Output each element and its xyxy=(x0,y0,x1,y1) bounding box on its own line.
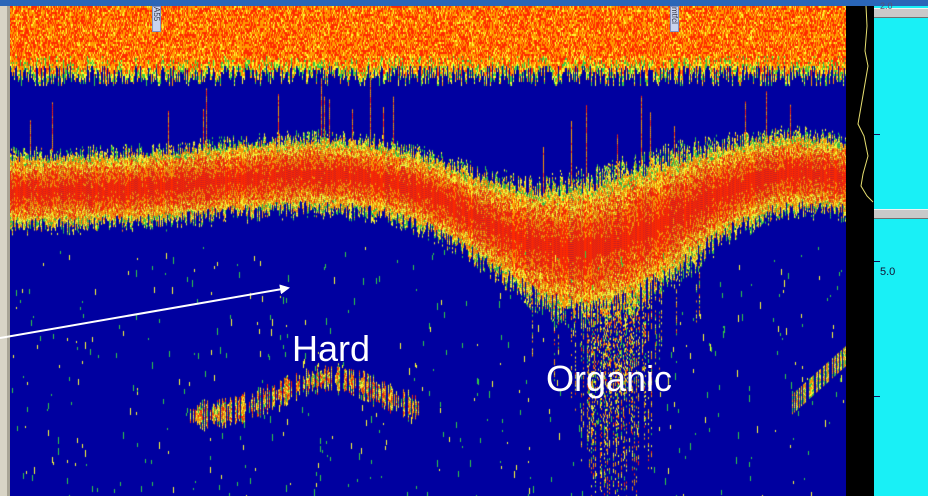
depth-top-label: 2.0 xyxy=(880,1,893,11)
depth-tick xyxy=(874,261,880,262)
event-marker-right-text: mtfcl xyxy=(670,7,679,24)
range-top-handle[interactable] xyxy=(874,8,928,18)
event-marker-left-text: A55 xyxy=(152,7,161,22)
left-frame-border xyxy=(0,6,10,496)
organic-bottom-label: Organic xyxy=(546,358,673,399)
window-title-bar xyxy=(0,0,928,6)
depth-scale-bar xyxy=(874,6,928,496)
signal-trace-panel xyxy=(846,5,874,496)
range-bottom-handle[interactable] xyxy=(874,209,928,219)
depth-tick xyxy=(874,134,880,135)
echogram-display xyxy=(10,6,846,496)
hard-bottom-label: Hard xyxy=(292,328,371,369)
depth-tick xyxy=(874,396,880,397)
signal-trace xyxy=(857,5,874,203)
depth-tick-label: 5.0 xyxy=(880,266,896,278)
event-marker-left[interactable]: A55 xyxy=(152,6,161,32)
signal-trace-line xyxy=(857,5,874,203)
event-marker-right[interactable]: mtfcl xyxy=(670,6,679,32)
